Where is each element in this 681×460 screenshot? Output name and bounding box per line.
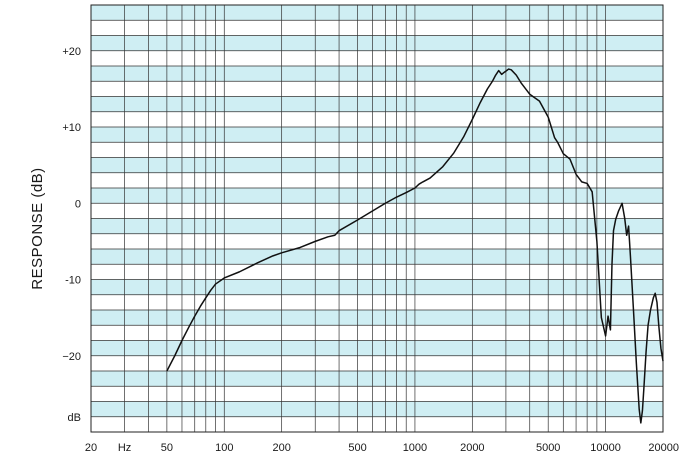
grid-band: [91, 325, 663, 341]
response-curve: [166, 68, 664, 424]
grid-band: [91, 355, 663, 371]
grid-band: [91, 96, 663, 112]
y-tick-label: +20: [62, 46, 81, 58]
y-tick-labels: +20 +10 0 -10 −20 dB: [62, 46, 81, 424]
y-tick-label: +10: [62, 122, 81, 134]
grid-band: [91, 249, 663, 265]
grid-band: [91, 5, 663, 21]
grid-band: [91, 279, 663, 295]
x-tick-labels: 20 Hz 50 100 200 500 1000 2000 5000 10000 20000: [85, 442, 679, 454]
plot-frame: [90, 4, 664, 433]
y-tick-label: 0: [75, 198, 81, 210]
x-tick-label: 5000: [536, 442, 560, 454]
x-tick-label: 1000: [403, 442, 427, 454]
grid-band: [91, 188, 663, 204]
grid-band: [91, 142, 663, 158]
grid-band: [91, 203, 663, 219]
grid-band: [91, 401, 663, 417]
grid-band: [91, 264, 663, 280]
grid-band: [91, 157, 663, 173]
x-tick-label: 10000: [590, 442, 621, 454]
grid-band: [91, 386, 663, 402]
grid-band: [91, 416, 663, 432]
x-tick-label: 500: [348, 442, 366, 454]
grid-band: [91, 81, 663, 97]
x-tick-label: 20: [85, 442, 97, 454]
x-tick-label: 20000: [648, 442, 679, 454]
x-tick-label: 50: [161, 442, 173, 454]
vertical-grid: [124, 5, 606, 432]
x-tick-label: 100: [215, 442, 233, 454]
x-tick-label: 200: [272, 442, 290, 454]
grid-band: [91, 35, 663, 51]
grid-band: [91, 20, 663, 36]
grid-band: [91, 340, 663, 356]
grid-band: [91, 66, 663, 82]
y-tick-label: -10: [65, 275, 81, 287]
horizontal-grid: [91, 19, 663, 418]
grid-band: [91, 371, 663, 387]
grid-bands: [91, 5, 663, 432]
grid-band: [91, 233, 663, 249]
grid-band: [91, 50, 663, 66]
y-axis-label: RESPONSE (dB): [29, 167, 46, 289]
x-tick-label: 2000: [460, 442, 484, 454]
grid-band: [91, 111, 663, 127]
grid-band: [91, 294, 663, 310]
y-tick-label: dB: [68, 412, 81, 424]
grid-band: [91, 172, 663, 188]
grid-band: [91, 127, 663, 143]
grid-band: [91, 218, 663, 234]
grid-band: [91, 310, 663, 326]
y-tick-label: −20: [62, 351, 81, 363]
x-tick-label: Hz: [118, 442, 131, 454]
